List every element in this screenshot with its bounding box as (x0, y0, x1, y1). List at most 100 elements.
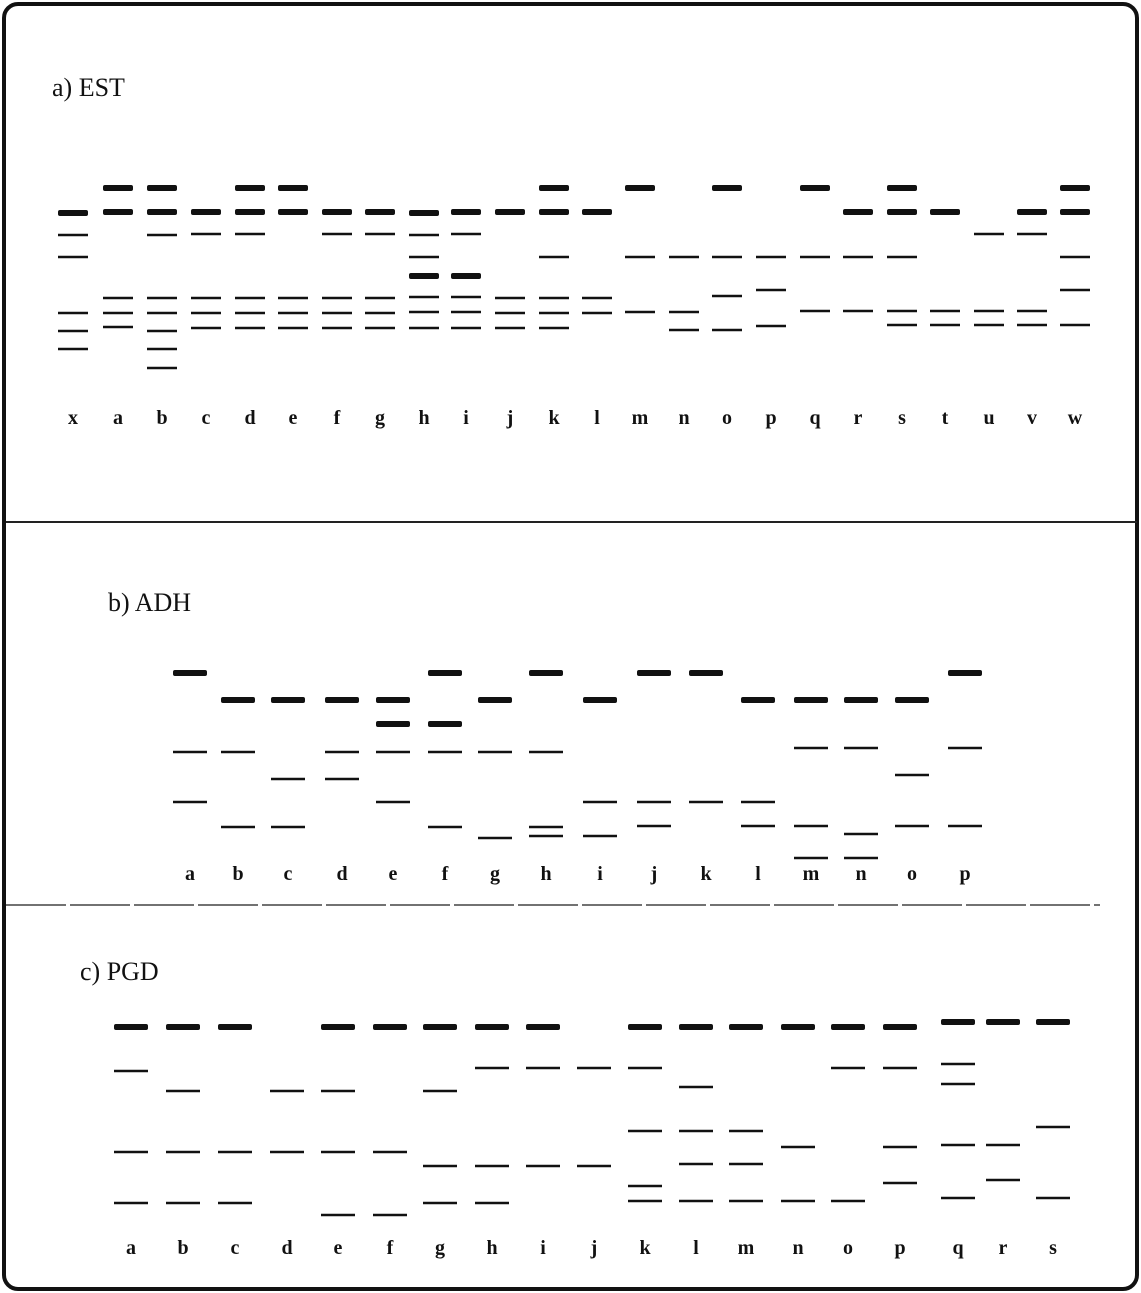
band (1017, 310, 1047, 313)
lane-label: l (594, 407, 600, 429)
band (451, 327, 481, 330)
band (986, 1144, 1020, 1147)
band (794, 825, 828, 828)
band (883, 1182, 917, 1185)
band (781, 1024, 815, 1030)
band (941, 1083, 975, 1086)
band (147, 234, 177, 237)
band (831, 1024, 865, 1030)
band (325, 778, 359, 781)
band (1036, 1126, 1070, 1129)
band (221, 826, 255, 829)
band (475, 1165, 509, 1168)
band (689, 801, 723, 804)
band (628, 1024, 662, 1030)
lane-label: f (442, 863, 449, 885)
band (173, 670, 207, 676)
band (495, 312, 525, 315)
band (475, 1067, 509, 1070)
lane-label: n (678, 407, 689, 429)
band (577, 1165, 611, 1168)
band (974, 233, 1004, 236)
band (625, 311, 655, 314)
lane-label: r (854, 407, 863, 429)
band (235, 209, 265, 215)
band (679, 1130, 713, 1133)
band (58, 312, 88, 315)
band (583, 801, 617, 804)
band (409, 234, 439, 237)
lane-label: n (855, 863, 866, 885)
band (941, 1197, 975, 1200)
band (191, 297, 221, 300)
band (114, 1070, 148, 1073)
lane-label: i (597, 863, 603, 885)
lane-label: r (999, 1237, 1008, 1259)
band (930, 324, 960, 327)
band (577, 1067, 611, 1070)
band (58, 330, 88, 333)
band (147, 312, 177, 315)
band (529, 826, 563, 829)
band (895, 825, 929, 828)
lane-label: c (284, 863, 293, 885)
lane-label: b (232, 863, 243, 885)
band (451, 233, 481, 236)
band (325, 697, 359, 703)
band (756, 256, 786, 259)
band (114, 1024, 148, 1030)
lane-label: p (959, 863, 970, 885)
panel-title: b) ADH (108, 588, 191, 617)
band (365, 312, 395, 315)
band (166, 1024, 200, 1030)
band (409, 210, 439, 216)
band (974, 310, 1004, 313)
band (58, 256, 88, 259)
band (986, 1019, 1020, 1025)
band (637, 670, 671, 676)
lane-label: t (942, 407, 949, 429)
band (831, 1200, 865, 1203)
band (166, 1151, 200, 1154)
band (103, 185, 133, 191)
lane-label: b (177, 1237, 188, 1259)
band (271, 778, 305, 781)
band (58, 210, 88, 216)
band (278, 185, 308, 191)
band (883, 1067, 917, 1070)
band (1060, 289, 1090, 292)
band (322, 233, 352, 236)
lane-label: g (435, 1237, 445, 1259)
band (539, 312, 569, 315)
lane-label: q (809, 407, 820, 429)
band (322, 327, 352, 330)
band (887, 256, 917, 259)
band (173, 751, 207, 754)
lane-label: e (289, 407, 298, 429)
lane-label: d (336, 863, 347, 885)
lane-label: c (231, 1237, 240, 1259)
band (712, 329, 742, 332)
band (628, 1200, 662, 1203)
band (1017, 324, 1047, 327)
band (844, 857, 878, 860)
band (948, 670, 982, 676)
band (887, 209, 917, 215)
lane-label: l (693, 1237, 699, 1259)
band (325, 751, 359, 754)
lane-label: k (639, 1237, 651, 1259)
band (321, 1090, 355, 1093)
band (321, 1151, 355, 1154)
band (539, 297, 569, 300)
band (103, 209, 133, 215)
band (526, 1024, 560, 1030)
band (794, 857, 828, 860)
band (221, 697, 255, 703)
band (756, 289, 786, 292)
band (218, 1024, 252, 1030)
lane-label: j (506, 407, 514, 429)
band (887, 310, 917, 313)
band (895, 774, 929, 777)
band (147, 330, 177, 333)
band (365, 327, 395, 330)
